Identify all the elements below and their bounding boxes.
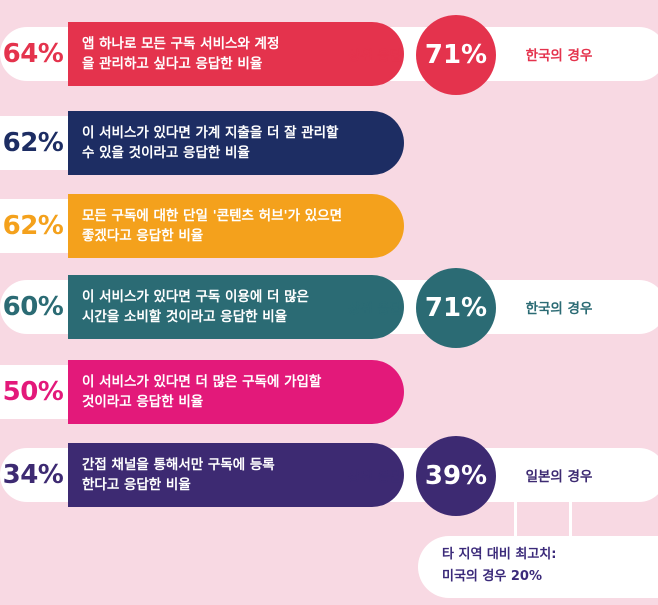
description-line-1: 앱 하나로 모든 구독 서비스와 계정 (82, 36, 280, 52)
description-line-1: 이 서비스가 있다면 가계 지출을 더 잘 관리할 (82, 125, 339, 141)
description-line-1: 모든 구독에 대한 단일 '콘텐츠 허브'가 있으면 (82, 208, 343, 224)
row-percentage: 62% (2, 128, 64, 158)
top-response-label: 상위 응답 (347, 469, 403, 485)
note-connector (514, 492, 572, 540)
highlight-circle: 39% (416, 436, 496, 516)
country-label: 일본의 경우 (525, 469, 593, 485)
row-percentage: 62% (2, 211, 64, 241)
description-line-1: 이 서비스가 있다면 구독 이용에 더 많은 (82, 289, 309, 305)
description-line-2: 한다고 응답한 비율 (82, 477, 191, 493)
description-line-2: 수 있을 것이라고 응답한 비율 (82, 145, 250, 161)
top-response-label: 상위 응답 (347, 48, 403, 64)
country-label: 한국의 경우 (525, 48, 593, 64)
description-line-2: 좋겠다고 응답한 비율 (82, 228, 204, 244)
description-line-2: 시간을 소비할 것이라고 응답한 비율 (82, 309, 288, 325)
country-label: 한국의 경우 (525, 301, 593, 317)
description-line-2: 것이라고 응답한 비율 (82, 394, 204, 410)
row-percentage: 60% (2, 292, 64, 322)
note-line-1: 타 지역 대비 최고치: (442, 547, 557, 562)
top-response-label: 상위 응답 (347, 301, 403, 317)
highlight-circle: 71% (416, 268, 496, 348)
description-line-2: 을 관리하고 싶다고 응답한 비율 (82, 56, 263, 72)
row-percentage: 34% (2, 460, 64, 490)
description-line-1: 이 서비스가 있다면 더 많은 구독에 가입할 (82, 374, 322, 390)
row-percentage: 64% (2, 39, 64, 69)
comparison-note: 타 지역 대비 최고치: 미국의 경우 20% (418, 536, 658, 598)
highlight-circle: 71% (416, 15, 496, 95)
note-line-2: 미국의 경우 20% (442, 569, 542, 584)
row-percentage: 50% (2, 377, 64, 407)
description-line-1: 간접 채널을 통해서만 구독에 등록 (82, 457, 275, 473)
